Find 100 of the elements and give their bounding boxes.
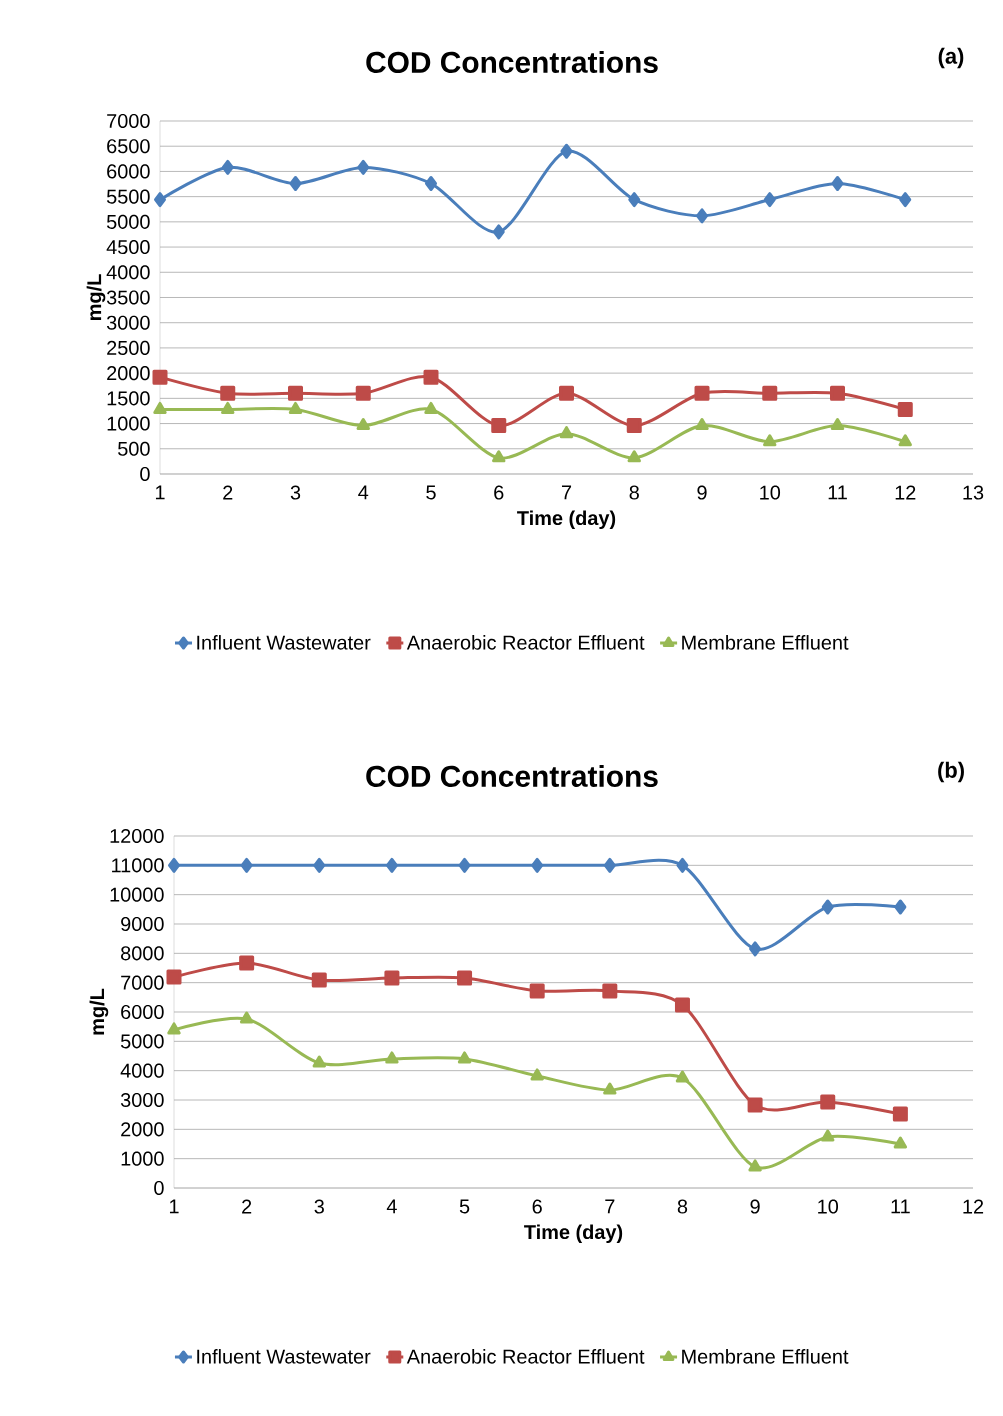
point (491, 418, 507, 434)
x-tick-label: 1 (169, 1199, 179, 1214)
point (899, 192, 912, 208)
y-axis-title: mg/L (89, 988, 109, 1035)
point (892, 1106, 908, 1122)
y-tick-label: 0 (140, 466, 150, 482)
point (821, 1129, 835, 1142)
point (898, 434, 912, 447)
y-tick-label: 5000 (106, 214, 150, 229)
legend-label: Influent Wastewater (197, 635, 371, 650)
text: (a) (938, 47, 964, 69)
point (674, 997, 690, 1013)
x-tick-label: 13 (963, 485, 984, 500)
point (748, 1159, 762, 1172)
y-tick-label: 8000 (121, 946, 164, 961)
point (763, 192, 776, 208)
legend-label: Membrane Effluent (682, 635, 849, 650)
y-tick-label: 12000 (110, 828, 164, 844)
x-tick-label: 10 (818, 1199, 839, 1214)
point (830, 385, 846, 401)
x-tick-label: 3 (290, 485, 301, 500)
point (762, 385, 778, 401)
point (289, 176, 302, 192)
legend-label: Anaerobic Reactor Effluent (406, 1349, 645, 1364)
point (311, 972, 327, 988)
point (627, 450, 641, 463)
point (313, 857, 326, 873)
point (628, 192, 641, 208)
chart-title: COD Concentrations (366, 51, 658, 73)
y-tick-label: 3000 (120, 1092, 164, 1108)
point (831, 176, 844, 192)
point (239, 1011, 254, 1024)
y-tick-label: 9000 (121, 916, 164, 932)
x-tick-label: 5 (459, 1199, 470, 1214)
x-tick-label: 6 (494, 485, 504, 500)
point (288, 401, 303, 414)
point (384, 970, 400, 986)
point (221, 401, 235, 414)
y-tick-label: 6500 (107, 139, 150, 154)
point (749, 941, 762, 957)
x-tick-label: 8 (677, 1199, 688, 1214)
x-tick-label: 10 (760, 485, 781, 500)
point (893, 1136, 908, 1149)
x-tick-label: 4 (358, 485, 369, 500)
point (603, 857, 616, 873)
y-tick-label: 2000 (121, 1122, 164, 1137)
y-axis-title: mg/L (86, 274, 106, 320)
point (529, 983, 545, 999)
x-tick-label: 7 (605, 1199, 615, 1214)
y-tick-label: 6000 (121, 1004, 164, 1020)
point (355, 385, 371, 401)
point (385, 1051, 399, 1064)
point (821, 899, 834, 915)
point (424, 401, 438, 414)
y-tick-label: 4000 (106, 265, 150, 280)
point (695, 418, 709, 431)
x-tick-label: 8 (629, 485, 639, 500)
point (492, 224, 505, 240)
y-tick-label: 4500 (106, 240, 150, 255)
point (897, 401, 913, 417)
point (153, 401, 167, 414)
point (457, 1051, 472, 1064)
point (312, 1055, 326, 1068)
point (676, 857, 689, 873)
x-tick-label: 2 (223, 485, 233, 500)
x-tick-label: 5 (426, 485, 436, 500)
y-tick-label: 2500 (107, 340, 150, 355)
point (166, 969, 182, 985)
y-tick-label: 4000 (120, 1063, 164, 1078)
point (763, 434, 777, 447)
point (240, 857, 253, 873)
legend-label: Anaerobic Reactor Effluent (406, 635, 645, 650)
point (221, 159, 234, 175)
point (167, 1022, 181, 1035)
chart-title: COD Concentrations (366, 765, 658, 787)
point (530, 1068, 544, 1081)
point (830, 418, 845, 431)
x-tick-label: 9 (697, 485, 707, 500)
y-tick-label: 0 (154, 1180, 164, 1196)
point (603, 1082, 617, 1095)
x-tick-label: 9 (750, 1199, 760, 1214)
x-tick-label: 11 (891, 1199, 910, 1214)
legend-label: Membrane Effluent (682, 1349, 849, 1364)
point (425, 176, 437, 192)
x-tick-label: 12 (895, 485, 916, 500)
legend-label: Influent Wastewater (197, 1349, 371, 1364)
y-tick-label: 500 (118, 441, 150, 456)
point (559, 426, 574, 439)
point (239, 955, 255, 971)
point (531, 857, 544, 873)
y-tick-label: 3000 (106, 315, 150, 330)
point (356, 418, 370, 431)
y-tick-label: 5000 (120, 1034, 164, 1049)
point (457, 970, 473, 986)
y-tick-label: 7000 (121, 975, 164, 990)
point (168, 857, 180, 873)
x-tick-label: 2 (242, 1199, 252, 1214)
point (492, 450, 506, 463)
point (675, 1070, 690, 1083)
y-tick-label: 1000 (107, 416, 150, 431)
